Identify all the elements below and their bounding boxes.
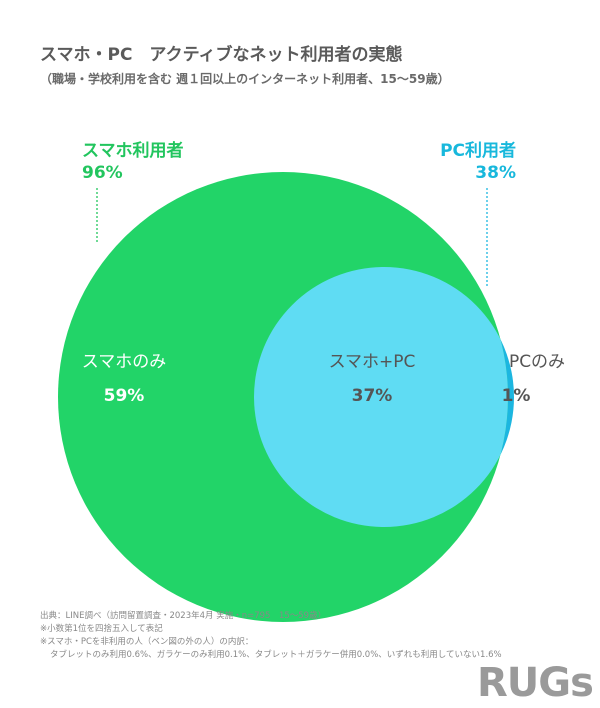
rugs-logo: RUGs — [477, 660, 594, 706]
pc-set-name: PC利用者 — [440, 141, 516, 161]
chart-subtitle: （職場・学校利用を含む 週１回以上のインターネット利用者、15～59歳） — [40, 72, 450, 86]
region-pc-only-value: 1% — [502, 386, 531, 406]
region-smartphone-only-label: スマホのみ — [82, 352, 167, 372]
footnotes: 出典：LINE調べ（訪問留置調査・2023年4月 実施・n=795 15～59歳… — [40, 610, 502, 662]
breakdown-note: ※スマホ・PCを非利用の人（ベン図の外の人）の内訳： — [40, 637, 254, 647]
region-both-label: スマホ+PC — [329, 352, 416, 372]
region-smartphone-only-value: 59% — [104, 386, 145, 406]
source-note: 出典：LINE調べ（訪問留置調査・2023年4月 実施・n=795 15～59歳… — [40, 611, 327, 621]
smartphone-set-name: スマホ利用者 — [82, 141, 184, 161]
pc-set-value: 38% — [475, 163, 516, 183]
overlap-region — [254, 267, 508, 527]
region-pc-only-label: PCのみ — [509, 352, 565, 372]
smartphone-set-value: 96% — [82, 163, 123, 183]
breakdown-detail-note: タブレットのみ利用0.6%、ガラケーのみ利用0.1%、タブレット＋ガラケー併用0… — [50, 650, 502, 660]
rounding-note: ※小数第1位を四捨五入して表記 — [40, 624, 163, 634]
chart-title: スマホ・PC アクティブなネット利用者の実態 — [40, 45, 403, 65]
region-both-value: 37% — [352, 386, 393, 406]
